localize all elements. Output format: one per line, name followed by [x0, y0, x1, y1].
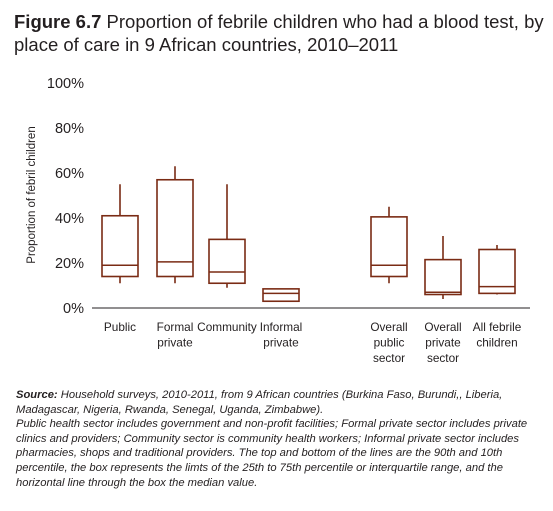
source-text: Household surveys, 2010-2011, from 9 Afr…	[16, 389, 503, 416]
category-label: sector	[373, 351, 405, 365]
figure-title: Figure 6.7 Proportion of febrile childre…	[14, 10, 544, 56]
category-label: Community	[197, 320, 257, 334]
category-label: Public	[104, 320, 136, 334]
category-label: All febrile	[473, 320, 522, 334]
y-tick-label: 40%	[55, 211, 84, 227]
category-label: Formal	[157, 320, 194, 334]
category-label: Overall	[370, 320, 407, 334]
source-note: Source: Household surveys, 2010-2011, fr…	[16, 388, 541, 417]
y-tick-label: 20%	[55, 256, 84, 272]
iqr-box	[262, 288, 300, 303]
figure-notes: Source: Household surveys, 2010-2011, fr…	[16, 388, 541, 490]
y-tick-label: 100%	[47, 76, 84, 92]
y-axis-title: Proportion of febril children	[26, 126, 38, 263]
figure-title-text: Proportion of febrile children who had a…	[14, 11, 544, 55]
category-label: private	[157, 336, 193, 350]
figure-number: Figure 6.7	[14, 11, 102, 32]
iqr-box	[101, 214, 139, 278]
category-label: Informal	[260, 320, 303, 334]
iqr-box	[156, 178, 194, 278]
category-label: Overall	[424, 320, 461, 334]
category-label: private	[263, 336, 299, 350]
category-label: children	[476, 336, 517, 350]
definitions-note: Public health sector includes government…	[16, 418, 528, 489]
y-tick-label: 60%	[55, 166, 84, 182]
y-tick-label: 80%	[55, 121, 84, 137]
boxplot-chart: 0% 20% 40% 60% 80% 100% Proportion of febril c…	[26, 76, 530, 365]
iqr-box	[208, 238, 246, 285]
y-tick-label: 0%	[63, 301, 84, 317]
source-label: Source:	[16, 389, 58, 401]
iqr-box	[370, 216, 408, 278]
category-label: private	[425, 336, 461, 350]
category-label: sector	[427, 351, 459, 365]
category-label: public	[374, 336, 405, 350]
iqr-box	[424, 258, 462, 296]
